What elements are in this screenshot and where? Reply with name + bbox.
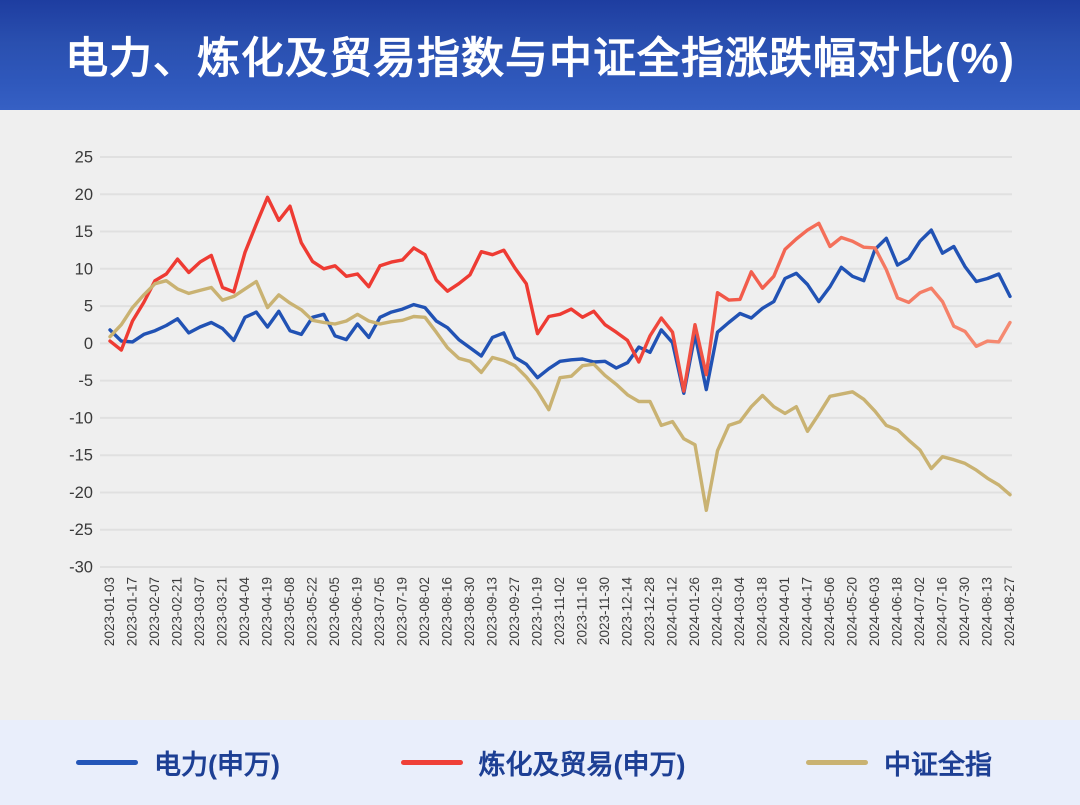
svg-text:2024-08-27: 2024-08-27 xyxy=(1002,577,1017,646)
svg-text:2024-04-01: 2024-04-01 xyxy=(777,577,792,646)
svg-text:2023-08-30: 2023-08-30 xyxy=(462,577,477,646)
svg-text:-10: -10 xyxy=(69,409,93,427)
comparison-line-chart: 25 20 15 10 5 0 -5 -10 -15 -20 -25 -30 2023-01-03 202… xyxy=(69,149,1017,647)
svg-text:2023-07-05: 2023-07-05 xyxy=(372,577,387,646)
svg-text:-25: -25 xyxy=(69,521,93,539)
svg-text:2024-02-19: 2024-02-19 xyxy=(710,577,725,646)
svg-text:2024-07-30: 2024-07-30 xyxy=(957,577,972,646)
svg-text:2023-06-05: 2023-06-05 xyxy=(327,577,342,646)
svg-text:20: 20 xyxy=(75,186,93,204)
svg-text:2024-05-20: 2024-05-20 xyxy=(845,577,860,646)
svg-text:10: 10 xyxy=(75,260,93,278)
svg-text:2023-12-28: 2023-12-28 xyxy=(642,577,657,646)
svg-text:2023-03-21: 2023-03-21 xyxy=(215,577,230,646)
svg-text:-20: -20 xyxy=(69,484,93,502)
svg-text:2024-07-16: 2024-07-16 xyxy=(935,577,950,646)
power-line-swatch xyxy=(76,760,138,765)
svg-text:2023-08-16: 2023-08-16 xyxy=(440,577,455,646)
svg-text:2023-06-19: 2023-06-19 xyxy=(350,577,365,646)
csi-line-swatch xyxy=(806,760,868,765)
chart-area: 25 20 15 10 5 0 -5 -10 -15 -20 -25 -30 2023-01-03 202… xyxy=(0,110,1080,720)
svg-text:2024-04-17: 2024-04-17 xyxy=(800,577,815,646)
legend-item-csi: 中证全指 xyxy=(806,743,992,782)
svg-text:2023-01-03: 2023-01-03 xyxy=(102,577,117,646)
svg-text:2023-09-27: 2023-09-27 xyxy=(507,577,522,646)
refining-line-swatch xyxy=(400,760,463,765)
chart-legend: 电力(申万) 炼化及贸易(申万) 中证全指 xyxy=(0,720,1080,805)
legend-item-refining: 炼化及贸易(申万) xyxy=(400,743,686,782)
svg-text:2023-11-30: 2023-11-30 xyxy=(597,577,612,645)
title-banner: 电力、炼化及贸易指数与中证全指涨跌幅对比(%) xyxy=(0,0,1080,110)
svg-text:2024-06-03: 2024-06-03 xyxy=(867,577,882,646)
svg-text:25: 25 xyxy=(75,149,93,167)
svg-text:2024-03-18: 2024-03-18 xyxy=(755,577,770,646)
svg-text:2024-07-02: 2024-07-02 xyxy=(912,577,927,646)
svg-text:2023-02-07: 2023-02-07 xyxy=(147,577,162,646)
svg-text:-5: -5 xyxy=(78,372,93,390)
svg-text:2023-10-19: 2023-10-19 xyxy=(530,577,545,646)
legend-label-refining: 炼化及贸易(申万) xyxy=(478,750,686,780)
svg-text:2023-09-13: 2023-09-13 xyxy=(485,577,500,646)
chart-title: 电力、炼化及贸易指数与中证全指涨跌幅对比(%) xyxy=(65,35,1015,83)
svg-text:2024-01-12: 2024-01-12 xyxy=(665,577,680,646)
svg-text:2023-12-14: 2023-12-14 xyxy=(620,577,635,647)
svg-text:2024-01-26: 2024-01-26 xyxy=(687,577,702,646)
svg-text:2023-05-08: 2023-05-08 xyxy=(282,577,297,646)
svg-text:2024-05-06: 2024-05-06 xyxy=(822,577,837,646)
svg-text:2023-01-17: 2023-01-17 xyxy=(125,577,140,646)
legend-item-power: 电力(申万) xyxy=(76,743,280,782)
svg-text:2024-08-13: 2024-08-13 xyxy=(980,577,995,646)
svg-text:-15: -15 xyxy=(69,447,93,465)
svg-text:2023-04-19: 2023-04-19 xyxy=(260,577,275,646)
svg-text:2023-03-07: 2023-03-07 xyxy=(192,577,207,646)
svg-text:-30: -30 xyxy=(69,559,93,577)
legend-label-csi: 中证全指 xyxy=(884,750,992,780)
svg-text:2023-02-21: 2023-02-21 xyxy=(170,577,185,646)
svg-text:2023-08-02: 2023-08-02 xyxy=(417,577,432,646)
svg-text:15: 15 xyxy=(75,223,93,241)
legend-label-power: 电力(申万) xyxy=(154,750,280,780)
svg-text:2023-04-04: 2023-04-04 xyxy=(237,577,252,647)
svg-text:2023-07-19: 2023-07-19 xyxy=(395,577,410,646)
svg-text:2024-06-18: 2024-06-18 xyxy=(890,577,905,646)
svg-text:2023-05-22: 2023-05-22 xyxy=(305,577,320,646)
svg-text:2023-11-02: 2023-11-02 xyxy=(552,577,567,645)
svg-text:5: 5 xyxy=(84,298,93,316)
svg-text:2023-11-16: 2023-11-16 xyxy=(575,577,590,645)
svg-text:2024-03-04: 2024-03-04 xyxy=(732,577,747,647)
svg-text:0: 0 xyxy=(84,335,93,353)
